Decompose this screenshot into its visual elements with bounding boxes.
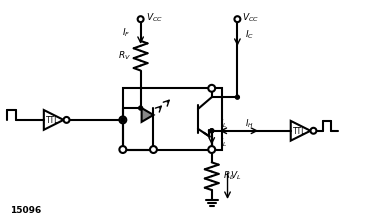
- Circle shape: [119, 116, 126, 123]
- Circle shape: [208, 85, 215, 92]
- Text: $I_H$: $I_H$: [245, 118, 253, 130]
- Circle shape: [208, 146, 215, 153]
- Bar: [123, 88, 222, 150]
- Text: $I_L$: $I_L$: [220, 118, 227, 130]
- Circle shape: [121, 118, 125, 122]
- Text: $V_{CC}$: $V_{CC}$: [146, 12, 163, 24]
- Circle shape: [234, 16, 241, 22]
- Text: $I_F$: $I_F$: [122, 27, 130, 39]
- Text: TTL: TTL: [293, 127, 306, 136]
- Text: $V_{CC}$: $V_{CC}$: [242, 12, 259, 24]
- Circle shape: [210, 129, 214, 133]
- Circle shape: [150, 146, 157, 153]
- Text: $I_C$: $I_C$: [245, 29, 254, 41]
- Circle shape: [139, 106, 142, 110]
- Polygon shape: [142, 108, 154, 122]
- Circle shape: [119, 146, 126, 153]
- Text: $R_L$: $R_L$: [223, 170, 234, 182]
- Circle shape: [210, 129, 214, 133]
- Text: TTL: TTL: [46, 116, 59, 125]
- Circle shape: [138, 16, 144, 22]
- Circle shape: [121, 118, 125, 122]
- Text: $R_V$: $R_V$: [118, 50, 131, 62]
- Circle shape: [63, 117, 70, 123]
- Circle shape: [310, 128, 317, 134]
- Text: $V_L$: $V_L$: [230, 170, 241, 182]
- Text: 15096: 15096: [10, 206, 41, 215]
- Text: $I_L$: $I_L$: [220, 136, 227, 149]
- Circle shape: [236, 95, 239, 99]
